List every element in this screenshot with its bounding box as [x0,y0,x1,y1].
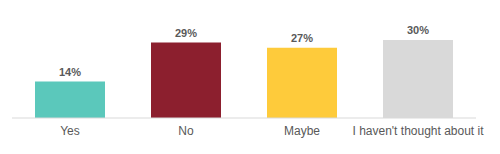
svg-text:29%: 29% [175,27,197,39]
svg-text:Maybe: Maybe [284,124,320,138]
svg-text:No: No [178,124,194,138]
svg-text:27%: 27% [291,32,313,44]
svg-text:Yes: Yes [60,124,80,138]
svg-text:I haven't thought about it: I haven't thought about it [352,124,484,138]
svg-text:30%: 30% [407,24,429,36]
svg-text:14%: 14% [59,66,81,78]
